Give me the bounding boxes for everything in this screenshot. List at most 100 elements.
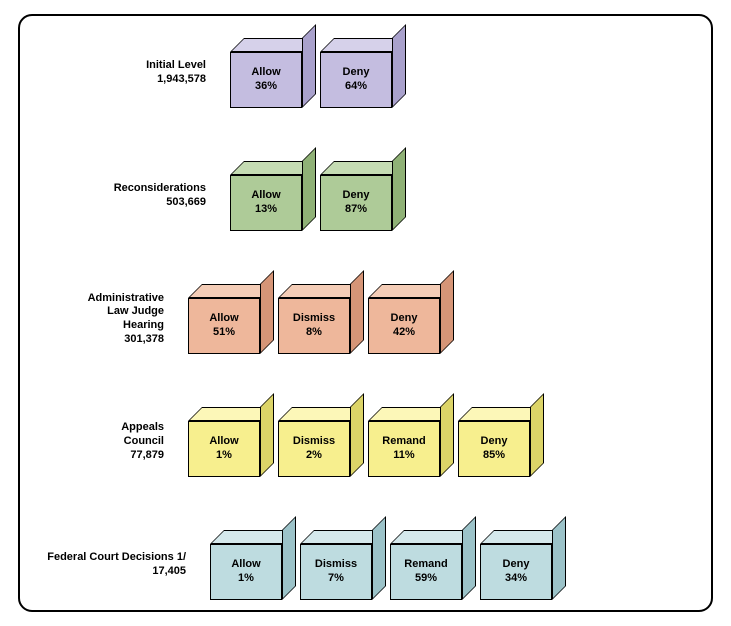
- box-label: Dismiss: [293, 435, 335, 449]
- box-pct: 1%: [216, 449, 232, 463]
- box-initial-level-deny: Deny64%: [320, 38, 392, 108]
- cube-side: [372, 516, 386, 600]
- cube-side: [302, 24, 316, 108]
- row-boxes: Allow13% Deny87%: [230, 161, 392, 231]
- cube-side: [440, 270, 454, 354]
- cube-front: Allow36%: [230, 52, 302, 108]
- box-pct: 59%: [415, 572, 437, 586]
- cube-front: Deny64%: [320, 52, 392, 108]
- row-count: 77,879: [36, 449, 164, 463]
- row-count: 1,943,578: [36, 73, 206, 87]
- box-pct: 51%: [213, 326, 235, 340]
- box-label: Allow: [251, 66, 280, 80]
- box-label: Deny: [503, 558, 530, 572]
- row-count: 301,378: [36, 333, 164, 347]
- cube-front: Deny87%: [320, 175, 392, 231]
- chart-frame: Initial Level1,943,578Allow36%Deny64%Rec…: [0, 0, 731, 626]
- box-pct: 11%: [393, 449, 414, 463]
- cube-front: Allow1%: [210, 544, 282, 600]
- box-label: Deny: [481, 435, 508, 449]
- box-alj-hearing-deny: Deny42%: [368, 284, 440, 354]
- row-label-federal-court: Federal Court Decisions 1/17,405: [36, 551, 186, 579]
- box-federal-court-dismiss: Dismiss7%: [300, 530, 372, 600]
- cube-side: [552, 516, 566, 600]
- row-title: AppealsCouncil: [121, 421, 164, 447]
- row-boxes: Allow1% Dismiss7% Remand59% Deny34%: [210, 530, 552, 600]
- cube-side: [260, 393, 274, 477]
- row-label-alj-hearing: AdministrativeLaw JudgeHearing301,378: [36, 292, 164, 347]
- box-reconsiderations-deny: Deny87%: [320, 161, 392, 231]
- box-pct: 8%: [306, 326, 322, 340]
- box-appeals-council-dismiss: Dismiss2%: [278, 407, 350, 477]
- cube-front: Remand11%: [368, 421, 440, 477]
- box-label: Remand: [404, 558, 447, 572]
- box-pct: 7%: [328, 572, 344, 586]
- row-initial-level: Initial Level 1,943,578 Allow36% Deny64%: [36, 38, 695, 108]
- box-appeals-council-deny: Deny85%: [458, 407, 530, 477]
- cube-front: Dismiss2%: [278, 421, 350, 477]
- box-initial-level-allow: Allow36%: [230, 38, 302, 108]
- cube-front: Allow13%: [230, 175, 302, 231]
- cube-side: [260, 270, 274, 354]
- box-pct: 64%: [345, 80, 367, 94]
- row-label-appeals-council: AppealsCouncil 77,879: [36, 421, 164, 462]
- row-alj-hearing: AdministrativeLaw JudgeHearing301,378 All…: [36, 284, 695, 354]
- box-label: Deny: [343, 189, 370, 203]
- row-federal-court: Federal Court Decisions 1/17,405 Allow1% D…: [36, 530, 695, 600]
- row-boxes: Allow36% Deny64%: [230, 38, 392, 108]
- cube-side: [282, 516, 296, 600]
- cube-side: [462, 516, 476, 600]
- row-count: 17,405: [36, 565, 186, 579]
- box-label: Allow: [209, 312, 238, 326]
- box-pct: 42%: [393, 326, 415, 340]
- cube-side: [392, 147, 406, 231]
- box-label: Deny: [343, 66, 370, 80]
- row-label-initial-level: Initial Level 1,943,578: [36, 59, 206, 87]
- box-alj-hearing-allow: Allow51%: [188, 284, 260, 354]
- row-reconsiderations: Reconsiderations 503,669 Allow13% Deny87%: [36, 161, 695, 231]
- cube-front: Allow1%: [188, 421, 260, 477]
- row-boxes: Allow51% Dismiss8% Deny42%: [188, 284, 440, 354]
- cube-front: Dismiss7%: [300, 544, 372, 600]
- cube-side: [392, 24, 406, 108]
- box-pct: 34%: [505, 572, 527, 586]
- cube-side: [530, 393, 544, 477]
- box-reconsiderations-allow: Allow13%: [230, 161, 302, 231]
- box-label: Dismiss: [315, 558, 357, 572]
- box-pct: 36%: [255, 80, 277, 94]
- row-label-reconsiderations: Reconsiderations 503,669: [36, 182, 206, 210]
- row-title: Federal Court Decisions 1/: [47, 551, 186, 563]
- cube-side: [350, 270, 364, 354]
- box-appeals-council-allow: Allow1%: [188, 407, 260, 477]
- cube-side: [302, 147, 316, 231]
- box-label: Allow: [209, 435, 238, 449]
- box-label: Deny: [391, 312, 418, 326]
- row-title: AdministrativeLaw JudgeHearing: [88, 292, 164, 332]
- box-label: Allow: [251, 189, 280, 203]
- cube-side: [440, 393, 454, 477]
- cube-front: Deny85%: [458, 421, 530, 477]
- cube-front: Allow51%: [188, 298, 260, 354]
- cube-front: Remand59%: [390, 544, 462, 600]
- chart-panel: Initial Level1,943,578Allow36%Deny64%Rec…: [18, 14, 713, 612]
- row-title: Initial Level: [146, 59, 206, 71]
- row-appeals-council: AppealsCouncil 77,879 Allow1% Dismiss2% Rema…: [36, 407, 695, 477]
- box-pct: 87%: [345, 203, 367, 217]
- box-label: Dismiss: [293, 312, 335, 326]
- box-pct: 2%: [306, 449, 322, 463]
- box-federal-court-deny: Deny34%: [480, 530, 552, 600]
- cube-front: Deny34%: [480, 544, 552, 600]
- row-boxes: Allow1% Dismiss2% Remand11% Deny85%: [188, 407, 530, 477]
- box-label: Allow: [231, 558, 260, 572]
- box-federal-court-remand: Remand59%: [390, 530, 462, 600]
- cube-side: [350, 393, 364, 477]
- box-pct: 1%: [238, 572, 254, 586]
- box-pct: 85%: [483, 449, 505, 463]
- box-federal-court-allow: Allow1%: [210, 530, 282, 600]
- row-title: Reconsiderations: [114, 182, 206, 194]
- cube-front: Dismiss8%: [278, 298, 350, 354]
- box-pct: 13%: [255, 203, 277, 217]
- row-count: 503,669: [36, 196, 206, 210]
- box-alj-hearing-dismiss: Dismiss8%: [278, 284, 350, 354]
- box-appeals-council-remand: Remand11%: [368, 407, 440, 477]
